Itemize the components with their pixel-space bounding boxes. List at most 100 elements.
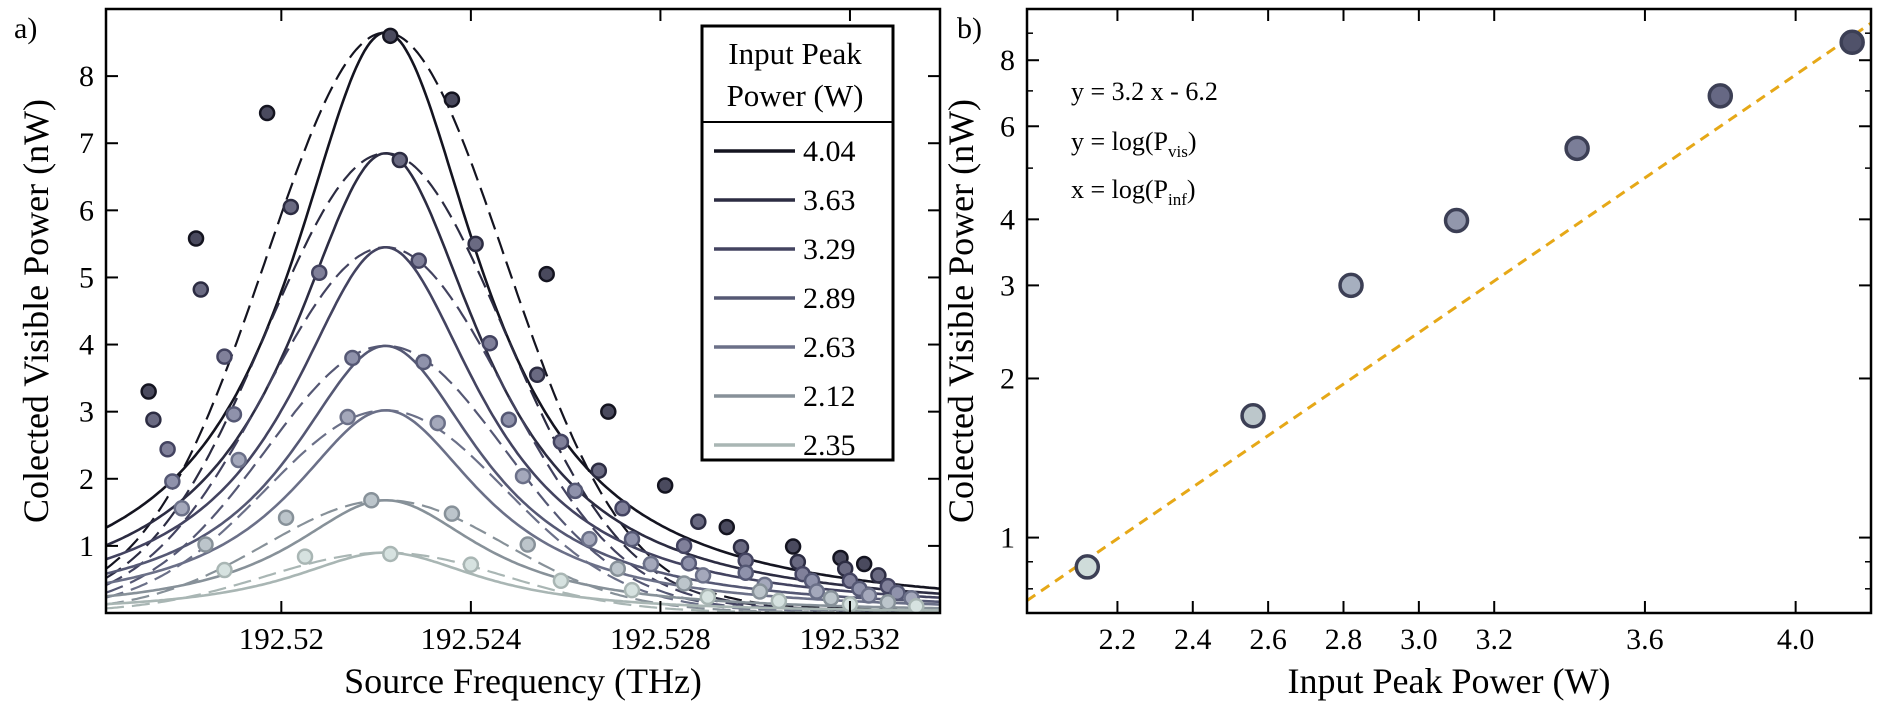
legend-title-line-1: Input Peak xyxy=(728,36,862,71)
panel-a-label: a) xyxy=(14,12,37,45)
scatter-point-3 xyxy=(1443,207,1470,234)
data-point-4.04-6 xyxy=(600,403,617,420)
panel-b-ylabel: Colected Visible Power (nW) xyxy=(941,99,981,523)
y-tick-label-a-4: 4 xyxy=(79,329,94,362)
data-point-2.63-10 xyxy=(860,587,878,604)
data-point-2.63-6 xyxy=(642,555,660,573)
x-tick-label-b-0: 2.2 xyxy=(1099,623,1137,656)
y-tick-label-b-2: 2 xyxy=(1000,362,1015,395)
fit-solid-2.89 xyxy=(106,344,940,604)
data-point-4.04-0 xyxy=(140,383,157,400)
panel-a-ylabel: Colected Visible Power (nW) xyxy=(16,99,56,523)
y-tick-label-b-3: 3 xyxy=(1000,269,1015,302)
x-tick-label-a-0: 192.52 xyxy=(239,621,324,656)
data-point-2.35-3 xyxy=(462,556,480,573)
data-point-4.04-7 xyxy=(656,477,674,494)
data-point-2.63-7 xyxy=(694,567,712,584)
data-point-3.29-3 xyxy=(410,252,427,269)
legend-box xyxy=(700,24,895,462)
x-tick-label-b-2: 2.6 xyxy=(1249,623,1287,656)
data-point-2.89-11 xyxy=(889,584,906,602)
scatter-point-5 xyxy=(1707,83,1734,109)
data-point-4.04-2 xyxy=(258,104,276,122)
panel-a-axes: 1 2 3 4 5 6 7 8 192.52 192.524 192.528 192.532 xyxy=(79,9,940,656)
data-point-2.12-1 xyxy=(277,509,295,526)
data-point-4.04-8 xyxy=(718,518,736,536)
y-tick-label-a-7: 7 xyxy=(79,127,94,160)
x-tick-label-b-1: 2.4 xyxy=(1174,623,1212,656)
data-point-3.63-6 xyxy=(590,462,608,479)
y-tick-label-a-5: 5 xyxy=(79,261,94,294)
data-point-3.29-0 xyxy=(159,440,176,458)
scatter-point-2 xyxy=(1338,272,1364,299)
legend-entry-2.35: 2.35 xyxy=(803,429,856,462)
data-point-3.63-11 xyxy=(870,567,887,584)
data-point-2.35-2 xyxy=(382,545,399,563)
data-point-2.12-3 xyxy=(443,505,461,522)
scatter-point-6 xyxy=(1839,29,1865,56)
x-definition: x = log(Pinf) xyxy=(1071,175,1196,209)
data-point-2.63-2 xyxy=(339,408,356,426)
legend-entry-2.12: 2.12 xyxy=(803,380,856,413)
data-point-2.12-5 xyxy=(609,560,627,577)
y-tick-label-a-1: 1 xyxy=(79,530,94,563)
data-point-2.12-7 xyxy=(751,583,769,600)
data-point-3.63-4 xyxy=(467,235,484,253)
legend-entry-3.63: 3.63 xyxy=(803,184,856,217)
data-point-3.29-4 xyxy=(481,334,499,352)
data-point-3.63-0 xyxy=(145,411,162,428)
data-point-3.63-1 xyxy=(192,281,210,298)
data-point-4.04-1 xyxy=(187,230,205,247)
y-tick-label-a-2: 2 xyxy=(79,463,94,496)
data-point-2.12-9 xyxy=(879,594,897,611)
data-point-2.63-4 xyxy=(514,467,532,485)
data-point-3.63-3 xyxy=(391,151,409,169)
panel-b-chart: 1 2 3 4 6 8 2.2 2.4 2.6 2.8 3.0 3.2 3.6 4.0 Input Pea… xyxy=(941,7,1873,701)
fit-dashed-4.04 xyxy=(106,31,940,611)
y-tick-label-b-4: 4 xyxy=(1000,203,1015,236)
x-tick-label-b-5: 3.2 xyxy=(1475,623,1513,656)
data-point-2.35-9 xyxy=(908,598,925,613)
data-point-2.63-5 xyxy=(581,530,598,548)
data-point-2.12-6 xyxy=(675,575,693,592)
data-point-3.29-6 xyxy=(614,500,631,517)
x-tick-label-b-3: 2.8 xyxy=(1325,623,1363,656)
data-point-2.35-4 xyxy=(552,572,570,590)
legend-title-line-2: Power (W) xyxy=(727,78,864,113)
data-point-3.63-8 xyxy=(732,538,750,556)
data-point-2.89-0 xyxy=(164,473,181,490)
data-point-3.29-2 xyxy=(310,264,328,281)
fit-line xyxy=(1027,21,1871,602)
scatter-point-4 xyxy=(1564,135,1590,162)
fit-equation: y = 3.2 x - 6.2 xyxy=(1071,77,1218,106)
x-tick-label-a-1: 192.524 xyxy=(421,621,522,656)
fit-solid-2.63 xyxy=(106,408,940,606)
data-point-2.63-3 xyxy=(429,414,446,432)
data-point-2.12-0 xyxy=(197,536,214,553)
legend-entry-2.89: 2.89 xyxy=(803,282,856,315)
data-point-3.63-2 xyxy=(282,198,300,216)
data-point-2.63-9 xyxy=(808,583,826,600)
data-point-3.29-5 xyxy=(552,433,570,451)
data-point-2.89-7 xyxy=(680,555,698,572)
data-point-4.04-9 xyxy=(784,538,802,555)
data-point-2.35-6 xyxy=(699,588,717,606)
data-point-3.29-7 xyxy=(675,537,693,555)
data-point-2.12-8 xyxy=(822,589,840,607)
x-tick-label-a-2: 192.528 xyxy=(610,621,711,656)
panel-b-xlabel: Input Peak Power (W) xyxy=(1288,661,1611,701)
y-tick-label-a-6: 6 xyxy=(79,194,94,227)
panel-b-plot-area xyxy=(1027,21,1871,602)
data-point-2.63-0 xyxy=(173,500,191,517)
data-point-4.04-11 xyxy=(855,555,873,573)
data-point-2.12-4 xyxy=(519,536,536,553)
data-point-2.89-1 xyxy=(225,406,243,423)
data-point-4.04-4 xyxy=(443,91,461,108)
x-tick-label-b-7: 4.0 xyxy=(1777,623,1815,656)
fit-solid-2.35 xyxy=(106,551,940,612)
y-tick-label-a-3: 3 xyxy=(79,396,94,429)
legend-entry-2.63: 2.63 xyxy=(803,331,856,364)
y-tick-label-b-6: 6 xyxy=(1000,110,1015,143)
legend: Input Peak Power (W) 4.04 3.63 3.29 2.89 2.6… xyxy=(700,24,895,462)
